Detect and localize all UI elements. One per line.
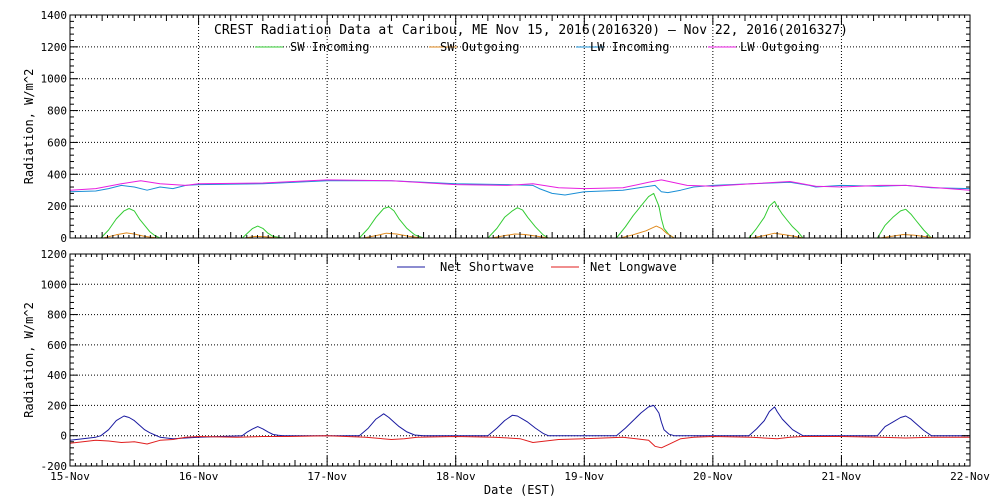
top-frame [69,14,971,239]
bot-ytick-label-800: 800 [47,309,67,322]
top-legend: SW Incoming SW Outgoing LW Incoming LW Outg… [255,40,819,54]
bottom-legend: Net Shortwave Net Longwave [397,260,677,274]
xtick-label-20-nov: 20-Nov [693,470,733,483]
bot-ytick-label--200: -200 [41,460,68,473]
bot-ytick-label-1200: 1200 [41,248,68,261]
bot-ytick-label-600: 600 [47,339,67,352]
series-lw-outgoing [69,179,971,191]
xtick-label-19-nov: 19-Nov [564,470,604,483]
top-grid [70,15,970,238]
xtick-label-22-nov: 22-Nov [950,470,990,483]
top-ytick-label-400: 400 [47,168,67,181]
chart-title: CREST Radiation Data at Caribou, ME Nov … [214,23,848,38]
top-ytick-label-800: 800 [47,105,67,118]
series-net-shortwave [69,404,970,441]
xtick-label-17-nov: 17-Nov [307,470,347,483]
xtick-label-15-nov: 15-Nov [50,470,90,483]
top-ylabel: Radiation, W/m^2 [22,69,36,185]
series-net-longwave [69,435,970,449]
bottom-panel: -200 0 200 400 600 800 1000 1200 15-Nov 16-Nov 17-… [22,248,990,497]
top-ytick-label-1400: 1400 [41,9,68,22]
xtick-label-21-nov: 21-Nov [822,470,862,483]
legend-label-lw-outgoing: LW Outgoing [740,40,819,54]
bot-ytick-label-200: 200 [47,399,67,412]
top-panel: 0 200 400 600 800 1000 1200 1400 CREST Radiatio… [22,9,971,245]
top-ytick-label-0: 0 [60,232,67,245]
bot-ytick-label-400: 400 [47,369,67,382]
bottom-ylabel: Radiation, W/m^2 [22,302,36,418]
legend-label-net-longwave: Net Longwave [590,260,677,274]
legend-label-lw-incoming: LW Incoming [590,40,669,54]
series-lw-incoming [69,180,971,196]
bottom-frame [69,253,971,467]
top-ytick-label-200: 200 [47,200,67,213]
bottom-grid [70,254,970,466]
series-sw-incoming [100,192,932,239]
top-ytick-label-600: 600 [47,136,67,149]
bottom-xlabel: Date (EST) [484,483,556,497]
top-ytick-label-1200: 1200 [41,41,68,54]
bot-ytick-label-1000: 1000 [41,278,68,291]
top-ticks: 0 200 400 600 800 1000 1200 1400 [41,9,971,245]
top-series [69,179,971,239]
top-ytick-label-1000: 1000 [41,73,68,86]
xtick-label-18-nov: 18-Nov [436,470,476,483]
bottom-ticks: -200 0 200 400 600 800 1000 1200 15-Nov 16-Nov 17-… [41,248,991,483]
legend-label-net-shortwave: Net Shortwave [440,260,534,274]
xtick-label-16-nov: 16-Nov [179,470,219,483]
legend-label-sw-outgoing: SW Outgoing [440,40,519,54]
bottom-series [69,404,970,449]
legend-label-sw-incoming: SW Incoming [290,40,369,54]
bot-ytick-label-0: 0 [60,430,67,443]
